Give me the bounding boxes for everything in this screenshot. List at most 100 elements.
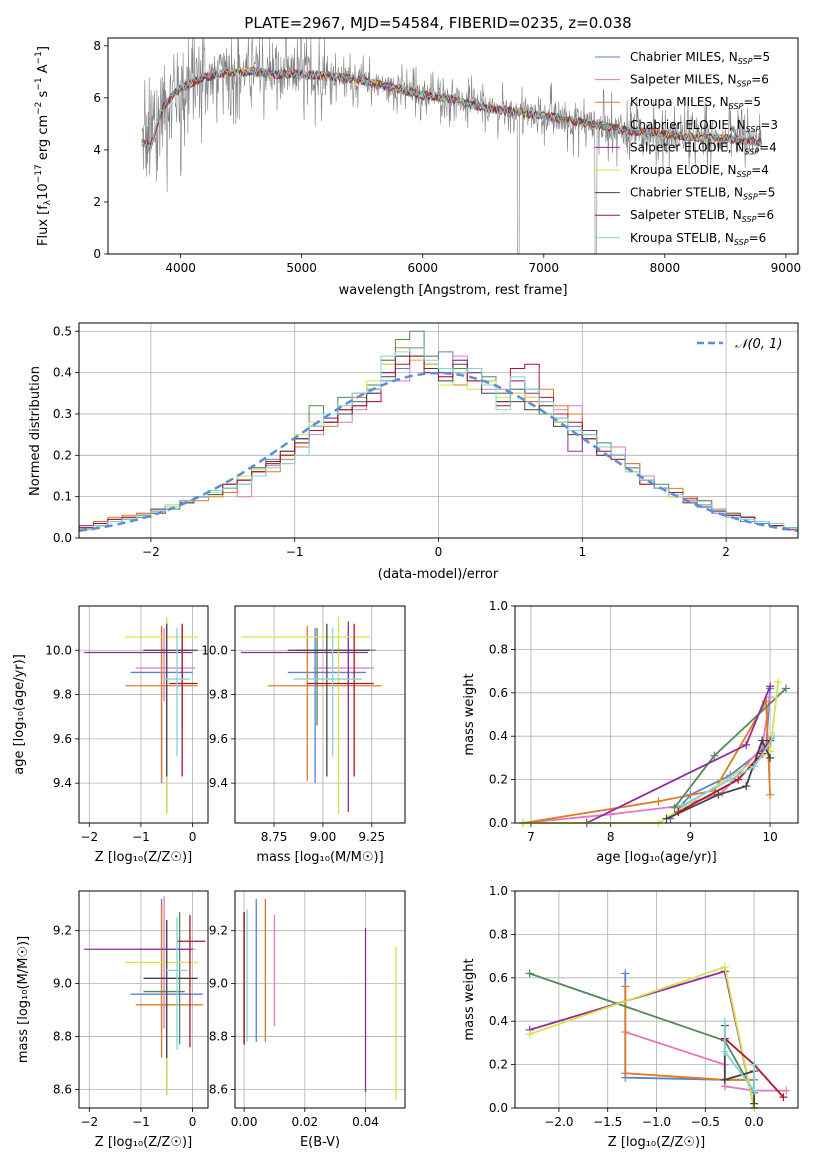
y-tick-label: 0.2: [489, 773, 508, 787]
x-tick-label: −1: [286, 545, 304, 559]
y-tick-label: 0.4: [53, 366, 72, 380]
x-tick-label: 10: [762, 830, 777, 844]
x-tick-label: 0: [189, 830, 197, 844]
y-tick-label: 0.5: [53, 324, 72, 338]
y-tick-label: 10.0: [45, 643, 72, 657]
legend-label-kroupa_elodie: Kroupa ELODIE, NSSP=4: [630, 163, 769, 179]
axes-frame: [514, 605, 799, 824]
y-tick-label: 9.8: [53, 688, 72, 702]
x-tick-label: 9.25: [358, 830, 385, 844]
gaussian-legend-label: 𝒩(0, 1): [735, 337, 782, 352]
y-tick-label: 0.8: [489, 642, 508, 656]
x-tick-label: 7: [527, 830, 535, 844]
spectrum-lines: [141, 37, 762, 255]
axes-frame: [514, 890, 799, 1109]
residual-ylabel: Normed distribution: [28, 366, 43, 496]
p3-xlabel: Z [log₁₀(Z/Z☉)]: [95, 850, 192, 865]
residual-panel: −2 −1 0 1 2 0.0 0.1 0.2 0.3 0.4 0.5 𝒩(0, 1) (data-…: [28, 322, 799, 582]
spectrum-panel: 4000 5000 6000 7000 8000 9000 0 2 4 6 8 Chabrier M…: [34, 37, 801, 298]
y-tick-label: 0.4: [489, 729, 508, 743]
x-tick-label: 2: [722, 545, 730, 559]
legend-label-salpeter_stelib: Salpeter STELIB, NSSP=6: [630, 208, 774, 224]
x-tick-label: 0.00: [231, 1115, 258, 1129]
x-tick-label: −2: [80, 1115, 98, 1129]
x-tick-label: 4000: [165, 261, 196, 275]
x-tick-label: −2: [80, 830, 98, 844]
weight-line-kroupa_stelib: [723, 1021, 755, 1094]
x-tick-label: 8.75: [261, 830, 288, 844]
p6-ylabel: mass [log₁₀(M/M☉)]: [16, 936, 31, 1063]
spectrum-frame: [107, 37, 799, 255]
x-tick-label: −1.5: [593, 1115, 622, 1129]
y-tick-label: 8.6: [209, 1082, 228, 1096]
x-tick-label: 7000: [529, 261, 560, 275]
model-spectrum-kroupa_stelib: [141, 66, 762, 151]
x-tick-label: 5000: [286, 261, 317, 275]
residual-xlabel: (data-model)/error: [378, 567, 499, 582]
y-tick-label: 0.0: [53, 531, 72, 545]
y-tick-label: 9.6: [209, 732, 228, 746]
spectrum-ylabel: Flux [fλ10−17 erg cm−2 s−1 A−1]: [34, 46, 53, 246]
y-tick-label: 0.8: [489, 927, 508, 941]
axes-frame: [78, 605, 209, 824]
x-tick-label: −1: [132, 830, 150, 844]
weight-vs-metallicity-panel: −2.0 −1.5 −1.0 −0.5 0.0 0.0 0.2 0.4 0.6 0.8 1.0 Z […: [462, 884, 799, 1150]
y-tick-label: 8.6: [53, 1082, 72, 1096]
y-tick-label: 9.4: [209, 776, 228, 790]
y-tick-label: 9.8: [209, 688, 228, 702]
weight-vs-age-panel: 7 8 9 10 0.0 0.2 0.4 0.6 0.8 1.0 age [log₁₀(age/yr…: [462, 599, 799, 865]
spectrum-legend: Chabrier MILES, NSSP=5 Salpeter MILES, NS…: [595, 50, 778, 247]
x-tick-label: −0.5: [691, 1115, 720, 1129]
y-tick-label: 0: [93, 247, 101, 261]
y-tick-label: 0.2: [489, 1058, 508, 1072]
x-tick-label: 9: [687, 830, 695, 844]
y-tick-label: 0.4: [489, 1014, 508, 1028]
x-tick-label: 9000: [771, 261, 802, 275]
x-tick-label: 9.00: [310, 830, 337, 844]
weight-line-kroupa_stelib: [681, 735, 775, 807]
x-tick-label: 0: [189, 1115, 197, 1129]
figure-title: PLATE=2967, MJD=54584, FIBERID=0235, z=0…: [244, 14, 631, 32]
p3-ylabel: age [log₁₀(age/yr)]: [12, 654, 27, 775]
p5-xlabel: age [log₁₀(age/yr)]: [596, 850, 717, 865]
residual-histograms: [78, 330, 799, 533]
p4-xlabel: mass [log₁₀(M/M☉)]: [256, 850, 383, 865]
y-tick-label: 8.8: [209, 1030, 228, 1044]
legend-label-salpeter_elodie: Salpeter ELODIE, NSSP=4: [630, 140, 777, 156]
y-tick-label: 0.3: [53, 407, 72, 421]
y-tick-label: 0.0: [489, 1101, 508, 1115]
y-tick-label: 9.2: [53, 924, 72, 938]
spectrum-axes: 4000 5000 6000 7000 8000 9000 0 2 4 6 8: [93, 39, 801, 275]
y-tick-label: 1.0: [489, 884, 508, 898]
y-tick-label: 9.6: [53, 732, 72, 746]
residual-legend: 𝒩(0, 1): [697, 337, 782, 352]
x-tick-label: 0.02: [291, 1115, 318, 1129]
x-tick-label: 1: [578, 545, 586, 559]
legend-label-chabrier_stelib: Chabrier STELIB, NSSP=5: [630, 186, 775, 202]
legend-label-kroupa_miles: Kroupa MILES, NSSP=5: [630, 95, 761, 111]
axes-frame: [78, 890, 209, 1109]
age-vs-metallicity-panel: −2 −1 0 9.4 9.6 9.8 10.0 Z [log₁₀(Z/Z☉)] age [lo…: [12, 605, 209, 865]
y-tick-label: 0.2: [53, 448, 72, 462]
y-tick-label: 6: [93, 91, 101, 105]
x-tick-label: 8000: [650, 261, 681, 275]
legend-label-chabrier_miles: Chabrier MILES, NSSP=5: [630, 50, 770, 66]
y-tick-label: 0.6: [489, 686, 508, 700]
y-tick-label: 8.8: [53, 1030, 72, 1044]
axes-frame: [234, 605, 406, 824]
legend-label-salpeter_miles: Salpeter MILES, NSSP=6: [630, 73, 769, 89]
y-tick-label: 9.0: [53, 977, 72, 991]
residual-frame: [78, 322, 799, 539]
legend-label-kroupa_stelib: Kroupa STELIB, NSSP=6: [630, 231, 766, 247]
y-tick-label: 2: [93, 195, 101, 209]
y-tick-label: 1.0: [489, 599, 508, 613]
y-tick-label: 10.0: [201, 643, 228, 657]
y-tick-label: 4: [93, 143, 101, 157]
y-tick-label: 8: [93, 39, 101, 53]
y-tick-label: 0.6: [489, 971, 508, 985]
mass-vs-extinction-panel: 0.00 0.02 0.04 8.6 8.8 9.0 9.2 E(B-V): [209, 890, 406, 1150]
x-tick-label: 6000: [407, 261, 438, 275]
x-tick-label: −2.0: [544, 1115, 573, 1129]
